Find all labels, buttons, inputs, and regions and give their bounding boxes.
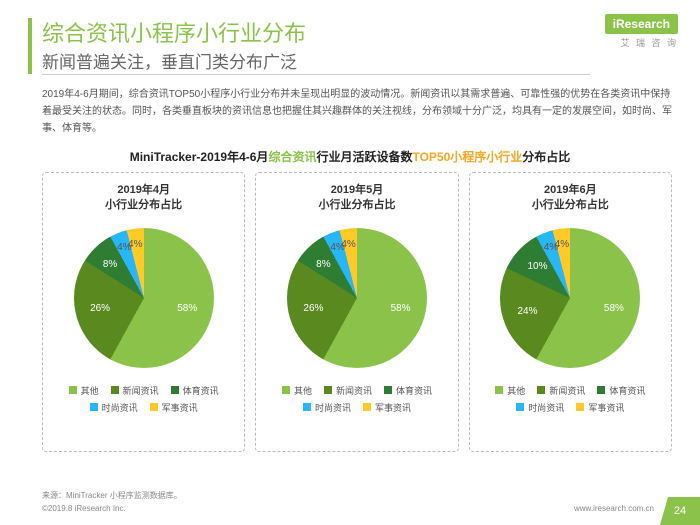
legend-swatch bbox=[303, 403, 311, 411]
legend-swatch bbox=[324, 386, 332, 394]
legend-item: 军事资讯 bbox=[576, 401, 624, 414]
legend-swatch bbox=[69, 386, 77, 394]
legend-item: 体育资讯 bbox=[171, 384, 219, 397]
footer-source: 来源：MiniTracker 小程序监测数据库。 bbox=[42, 490, 182, 501]
legend-label: 新闻资讯 bbox=[336, 384, 372, 397]
chart-title-p5: 分布占比 bbox=[522, 150, 570, 164]
pie-slice-label: 4% bbox=[341, 239, 355, 250]
chart-panel: 2019年4月小行业分布占比58%26%8%4%4%其他新闻资讯体育资讯时尚资讯… bbox=[42, 172, 245, 452]
chart-title: MiniTracker-2019年4-6月综合资讯行业月活跃设备数TOP50小程… bbox=[0, 148, 700, 165]
legend-swatch bbox=[171, 386, 179, 394]
legend-label: 军事资讯 bbox=[375, 401, 411, 414]
legend-label: 其他 bbox=[81, 384, 99, 397]
legend-label: 其他 bbox=[294, 384, 312, 397]
chart-title-p3: 行业月活跃设备数 bbox=[316, 150, 412, 164]
legend-item: 其他 bbox=[69, 384, 99, 397]
legend-swatch bbox=[111, 386, 119, 394]
accent-bar bbox=[28, 18, 32, 74]
page-number: 24 bbox=[660, 497, 700, 525]
legend-swatch bbox=[576, 403, 584, 411]
pie-chart: 58%26%8%4%4% bbox=[287, 228, 427, 368]
legend-item: 新闻资讯 bbox=[537, 384, 585, 397]
legend-item: 新闻资讯 bbox=[324, 384, 372, 397]
pie-chart: 58%24%10%4%4% bbox=[500, 228, 640, 368]
chart-title-p1: MiniTracker-2019年4-6月 bbox=[130, 150, 269, 164]
legend-label: 体育资讯 bbox=[609, 384, 645, 397]
panel-title: 2019年6月小行业分布占比 bbox=[476, 183, 665, 214]
legend-swatch bbox=[150, 403, 158, 411]
chart-panels: 2019年4月小行业分布占比 58% 26% 8% 4% 4% 其他 新闻资讯 体育资讯时尚资讯… bbox=[42, 172, 672, 452]
chart-title-p2: 综合资讯 bbox=[268, 150, 316, 164]
legend-swatch bbox=[363, 403, 371, 411]
chart-panel: 2019年6月小行业分布占比58%24%10%4%4%其他新闻资讯体育资讯时尚资… bbox=[469, 172, 672, 452]
legend-label: 时尚资讯 bbox=[315, 401, 351, 414]
legend: 其他 新闻资讯 体育资讯时尚资讯 军事资讯 bbox=[49, 384, 238, 414]
footer-copyright: ©2019.8 iResearch Inc. bbox=[42, 504, 126, 513]
legend-swatch bbox=[597, 386, 605, 394]
pie-slice-label: 58% bbox=[391, 303, 411, 314]
legend-label: 其他 bbox=[507, 384, 525, 397]
panel-title: 2019年4月小行业分布占比 bbox=[49, 183, 238, 214]
pie-slice-label: 4% bbox=[128, 239, 142, 250]
pie-slice-label: 8% bbox=[103, 259, 117, 270]
pie-slice-label: 58% bbox=[177, 303, 197, 314]
page-title: 综合资讯小程序小行业分布 bbox=[42, 16, 306, 48]
chart-panel: 2019年5月小行业分布占比58%26%8%4%4%其他新闻资讯体育资讯时尚资讯… bbox=[255, 172, 458, 452]
legend-item: 体育资讯 bbox=[384, 384, 432, 397]
pie-slice-label: 58% bbox=[604, 303, 624, 314]
legend-item: 时尚资讯 bbox=[516, 401, 564, 414]
legend-swatch bbox=[282, 386, 290, 394]
legend-label: 新闻资讯 bbox=[123, 384, 159, 397]
legend-item: 军事资讯 bbox=[363, 401, 411, 414]
legend-label: 时尚资讯 bbox=[528, 401, 564, 414]
legend-label: 军事资讯 bbox=[162, 401, 198, 414]
legend-label: 体育资讯 bbox=[396, 384, 432, 397]
legend-item: 其他 bbox=[495, 384, 525, 397]
pie-slice-label: 10% bbox=[528, 261, 548, 272]
legend-item: 体育资讯 bbox=[597, 384, 645, 397]
pie-slice-label: 4% bbox=[555, 239, 569, 250]
divider bbox=[42, 74, 590, 75]
pie-slice-label: 24% bbox=[518, 306, 538, 317]
brand-logo: iResearch 艾 瑞 咨 询 bbox=[605, 14, 678, 49]
pie-chart: 58%26%8%4%4% bbox=[74, 228, 214, 368]
legend-label: 体育资讯 bbox=[183, 384, 219, 397]
footer-url: www.iresearch.com.cn bbox=[574, 504, 654, 513]
legend-swatch bbox=[90, 403, 98, 411]
legend-label: 军事资讯 bbox=[588, 401, 624, 414]
page-subtitle: 新闻普遍关注，垂直门类分布广泛 bbox=[42, 48, 297, 73]
legend: 其他 新闻资讯 体育资讯时尚资讯 军事资讯 bbox=[262, 384, 451, 414]
panel-title: 2019年5月小行业分布占比 bbox=[262, 183, 451, 214]
body-paragraph: 2019年4-6月期间，综合资讯TOP50小程序小行业分布并未呈现出明显的波动情… bbox=[42, 86, 672, 137]
legend-swatch bbox=[384, 386, 392, 394]
legend-item: 时尚资讯 bbox=[90, 401, 138, 414]
legend-swatch bbox=[537, 386, 545, 394]
legend-item: 新闻资讯 bbox=[111, 384, 159, 397]
pie-slice-label: 26% bbox=[303, 303, 323, 314]
logo-text: iResearch bbox=[605, 14, 678, 34]
legend-swatch bbox=[516, 403, 524, 411]
legend-label: 时尚资讯 bbox=[102, 401, 138, 414]
pie-slice-label: 26% bbox=[90, 303, 110, 314]
legend-item: 其他 bbox=[282, 384, 312, 397]
legend-label: 新闻资讯 bbox=[549, 384, 585, 397]
pie-slice-label: 8% bbox=[316, 259, 330, 270]
logo-subtitle: 艾 瑞 咨 询 bbox=[605, 36, 678, 49]
legend-item: 军事资讯 bbox=[150, 401, 198, 414]
legend-item: 时尚资讯 bbox=[303, 401, 351, 414]
legend: 其他 新闻资讯 体育资讯时尚资讯 军事资讯 bbox=[476, 384, 665, 414]
chart-title-p4: TOP50小程序小行业 bbox=[412, 150, 522, 164]
legend-swatch bbox=[495, 386, 503, 394]
